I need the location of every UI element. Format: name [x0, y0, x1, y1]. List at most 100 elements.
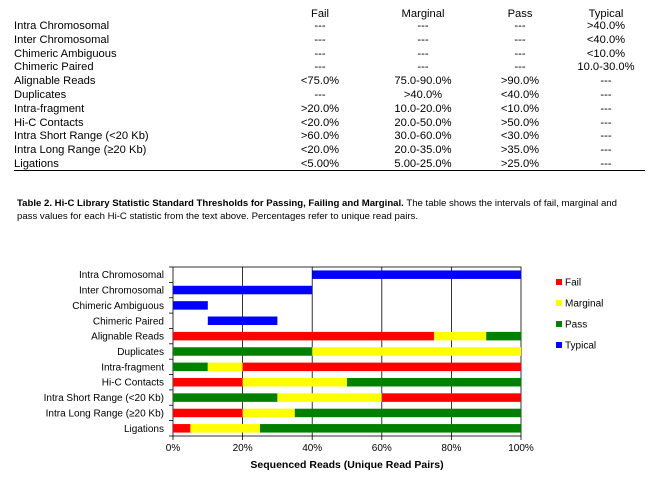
- table-cell: ---: [314, 20, 326, 32]
- table-header-cell: Marginal: [401, 8, 445, 20]
- row-label: Chimeric Ambiguous: [14, 47, 117, 60]
- table-cell: <20.0%: [300, 144, 340, 157]
- table-cell: <10.0%: [586, 47, 626, 60]
- table-cell: ---: [417, 61, 429, 74]
- category-label: Chimeric Ambiguous: [72, 301, 164, 312]
- bar-segment-fail: [173, 331, 434, 341]
- table-cell: ---: [600, 130, 612, 143]
- x-tick-label: 60%: [372, 443, 392, 454]
- legend-label: Pass: [565, 320, 587, 331]
- bar-segment-marginal: [312, 347, 521, 356]
- row-label: Chimeric Paired: [14, 61, 94, 74]
- table-row: Intra-fragment >20.0% 10.0-20.0% <10.0% ---: [0, 103, 658, 115]
- row-label: Intra Long Range (≥20 Kb): [14, 144, 147, 157]
- table-cell: 75.0-90.0%: [394, 75, 452, 88]
- bar-segment-fail: [173, 377, 243, 387]
- bar-segment-marginal: [277, 393, 382, 402]
- table-cell: ---: [314, 61, 326, 74]
- row-label: Intra Short Range (<20 Kb): [14, 130, 149, 143]
- bar-segment-pass: [294, 408, 521, 418]
- bar-segment-typical: [207, 316, 278, 326]
- row-label: Intra Chromosomal: [14, 20, 110, 32]
- table-cell: ---: [600, 158, 612, 170]
- table-cell: 5.00-25.0%: [394, 158, 452, 170]
- table-cell: <20.0%: [300, 116, 340, 129]
- category-label: Ligations: [124, 424, 164, 435]
- table-cell: >90.0%: [500, 75, 540, 88]
- bar-segment-marginal: [242, 377, 347, 387]
- bar-segment-marginal: [242, 408, 295, 418]
- category-label: Intra Long Range (≥20 Kb): [46, 408, 164, 419]
- category-label: Alignable Reads: [91, 332, 164, 343]
- category-label: Inter Chromosomal: [79, 286, 164, 297]
- row-label: Alignable Reads: [14, 75, 96, 88]
- table-cell: <75.0%: [300, 75, 340, 88]
- bar-segment-fail: [173, 408, 243, 418]
- table-header-row: Fail Marginal Pass Typical: [0, 8, 658, 20]
- table-cell: ---: [600, 102, 612, 115]
- table-header-cell: Pass: [507, 8, 533, 20]
- category-label: Hi-C Contacts: [102, 378, 164, 389]
- bar-segment-fail: [381, 393, 521, 402]
- bar-segment-fail: [242, 362, 521, 372]
- table-cell: <5.00%: [300, 158, 340, 170]
- table-row: Intra Long Range (≥20 Kb) <20.0% 20.0-35.0…: [0, 144, 658, 156]
- table-cell: >35.0%: [500, 144, 540, 157]
- table-bottom-rule: [14, 170, 645, 171]
- table-cell: <40.0%: [500, 89, 540, 101]
- legend-swatch-marginal: [556, 300, 562, 306]
- table-cell: ---: [600, 89, 612, 101]
- caption-title: Table 2. Hi-C Library Statistic Standard…: [17, 198, 404, 209]
- table-cell: 10.0-20.0%: [394, 102, 452, 115]
- x-tick-label: 20%: [233, 443, 253, 454]
- table-cell: ---: [514, 20, 526, 32]
- row-label: Duplicates: [14, 89, 67, 101]
- table-row: Chimeric Paired --- --- --- 10.0-30.0%: [0, 61, 658, 73]
- bar-segment-pass: [260, 424, 521, 433]
- legend-label: Fail: [565, 278, 581, 289]
- x-tick-label: 0%: [166, 443, 181, 454]
- x-tick-label: 40%: [302, 443, 322, 454]
- table-row: Duplicates --- >40.0% <40.0% ---: [0, 89, 658, 101]
- row-label: Intra-fragment: [14, 102, 85, 115]
- bar-segment-pass: [173, 362, 208, 372]
- legend-label: Marginal: [565, 299, 603, 310]
- table-cell: ---: [314, 89, 326, 101]
- legend-label: Typical: [565, 341, 596, 352]
- x-tick-label: 80%: [441, 443, 461, 454]
- x-axis-title: Sequenced Reads (Unique Read Pairs): [250, 459, 443, 471]
- bar-segment-pass: [347, 377, 521, 387]
- table-cell: ---: [314, 33, 326, 46]
- legend-swatch-pass: [556, 321, 562, 327]
- table-cell: ---: [417, 33, 429, 46]
- table-cell: ---: [514, 33, 526, 46]
- table-row: Hi-C Contacts <20.0% 20.0-50.0% >50.0% ---: [0, 117, 658, 129]
- table-row: Ligations <5.00% 5.00-25.0% >25.0% ---: [0, 158, 658, 170]
- bar-segment-marginal: [434, 331, 487, 341]
- table-row: Intra Short Range (<20 Kb) >60.0% 30.0-60.…: [0, 130, 658, 142]
- table-cell: 10.0-30.0%: [577, 61, 635, 74]
- table-cell: ---: [314, 47, 326, 60]
- category-label: Intra-fragment: [101, 362, 164, 373]
- table-header-cell: Typical: [588, 8, 624, 20]
- table-cell: 20.0-50.0%: [394, 116, 452, 129]
- table-cell: ---: [600, 116, 612, 129]
- table-cell: 20.0-35.0%: [394, 144, 452, 157]
- bar-segment-marginal: [207, 362, 243, 372]
- table-cell: <30.0%: [500, 130, 540, 143]
- legend-swatch-fail: [556, 279, 562, 285]
- table-row: Alignable Reads <75.0% 75.0-90.0% >90.0% ---: [0, 75, 658, 87]
- category-label: Chimeric Paired: [93, 316, 164, 327]
- table-cell: <10.0%: [500, 102, 540, 115]
- table-cell: >20.0%: [300, 102, 340, 115]
- bar-segment-pass: [486, 331, 521, 341]
- table-cell: ---: [417, 20, 429, 32]
- row-label: Inter Chromosomal: [14, 33, 110, 46]
- table-caption: Table 2. Hi-C Library Statistic Standard…: [17, 197, 629, 223]
- table-row: Intra Chromosomal --- --- --- >40.0%: [0, 20, 658, 32]
- bar-segment-marginal: [190, 424, 260, 433]
- bar-segment-pass: [173, 347, 313, 356]
- table-cell: ---: [514, 47, 526, 60]
- legend-swatch-typical: [556, 342, 562, 348]
- bar-segment-typical: [312, 270, 521, 279]
